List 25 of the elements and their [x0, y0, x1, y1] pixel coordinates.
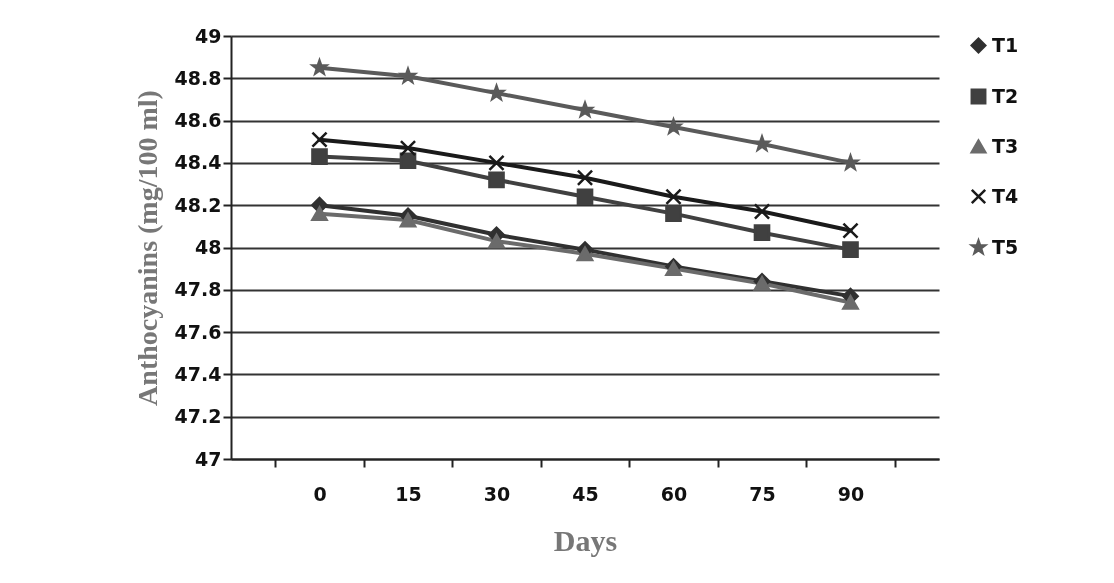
- y-tick-label: 49: [195, 24, 222, 47]
- legend-label: T4: [992, 184, 1019, 207]
- y-tick-label: 47.8: [174, 278, 222, 301]
- y-tick-label: 47: [195, 447, 222, 470]
- x-tick-label: 60: [660, 482, 688, 505]
- y-tick-label: 48.2: [174, 193, 222, 216]
- x-tick-label: 75: [749, 482, 776, 505]
- y-tick-label: 47.4: [174, 362, 222, 385]
- x-axis-title: Days: [553, 523, 618, 557]
- x-tick-label: 90: [837, 482, 865, 505]
- y-tick-label: 48.6: [174, 109, 222, 132]
- x-tick-label: 45: [572, 482, 599, 505]
- legend-label: T5: [992, 235, 1019, 258]
- y-tick-label: 48.8: [174, 66, 222, 89]
- legend-label: T2: [992, 84, 1019, 107]
- y-tick-label: 47.2: [174, 405, 222, 428]
- x-tick-label: 0: [313, 482, 327, 505]
- y-tick-label: 48.4: [174, 151, 222, 174]
- y-tick-label: 48: [195, 236, 222, 258]
- x-tick-label: 30: [483, 482, 511, 505]
- y-axis-title: Anthocyanins (mg/100 ml): [131, 90, 163, 406]
- legend-label: T1: [992, 33, 1019, 56]
- y-tick-label: 47.6: [174, 320, 222, 343]
- x-tick-label: 15: [395, 482, 422, 505]
- legend-label: T3: [992, 134, 1019, 157]
